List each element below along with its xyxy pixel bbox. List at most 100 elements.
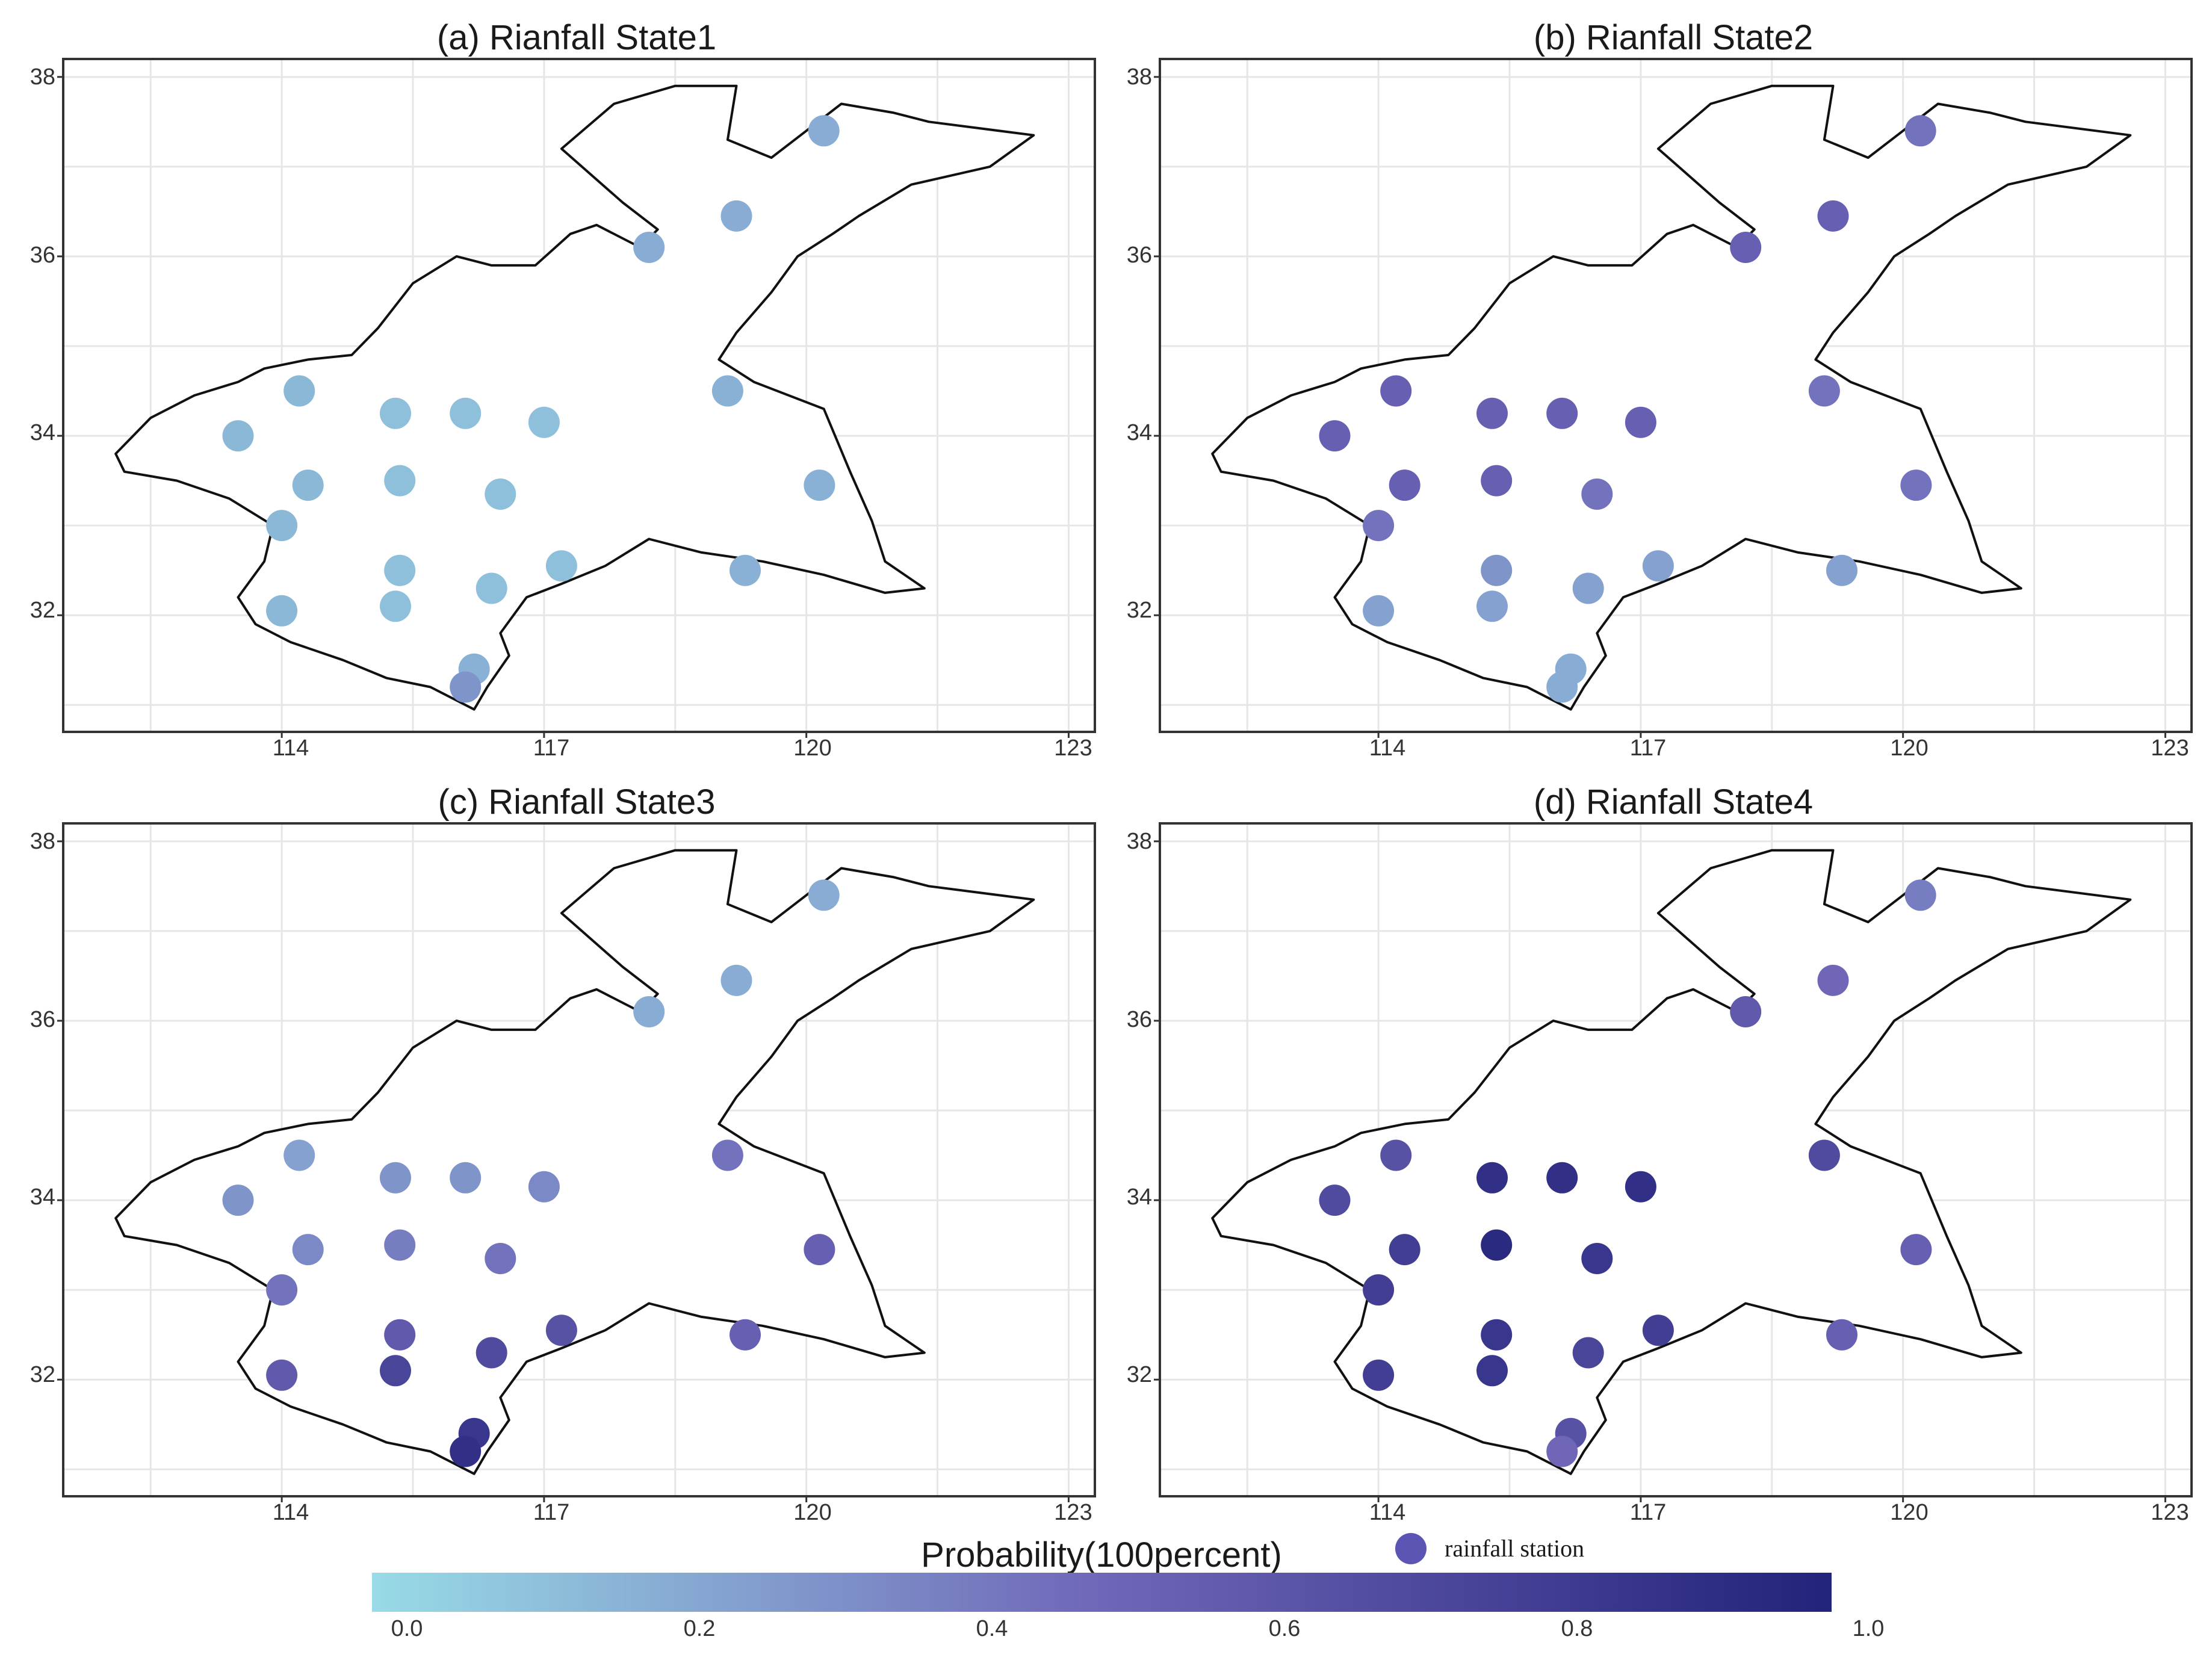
rainfall-station-point	[1363, 1359, 1395, 1391]
map-panel-a	[57, 58, 1096, 738]
legend-tick-label: 0.0	[391, 1616, 423, 1641]
ytick-label: 32	[30, 598, 55, 623]
rainfall-station-point	[222, 1184, 254, 1216]
panel-a-title: (a) Rianfall State1	[437, 18, 716, 57]
rainfall-station-point	[1476, 1355, 1508, 1387]
rainfall-station-point	[1572, 1337, 1604, 1369]
rainfall-station-point	[1476, 397, 1508, 429]
rainfall-station-point	[1808, 375, 1840, 407]
xtick-label: 114	[273, 1500, 309, 1525]
rainfall-station-point	[1730, 996, 1762, 1027]
rainfall-station-point	[266, 1274, 298, 1306]
rainfall-station-point	[1581, 1243, 1613, 1274]
rainfall-station-point	[1546, 1162, 1578, 1194]
rainfall-station-point	[1900, 1234, 1932, 1266]
rainfall-station-point	[1380, 1139, 1412, 1171]
rainfall-station-point	[222, 420, 254, 452]
rainfall-station-point	[711, 1139, 743, 1171]
rainfall-station-point	[1730, 232, 1762, 263]
rainfall-station-point	[711, 375, 743, 407]
ytick-label: 34	[30, 420, 55, 445]
xtick-label: 117	[533, 1500, 570, 1525]
rainfall-station-point	[380, 590, 411, 622]
rainfall-station-point	[633, 232, 665, 263]
panel-c-title: (c) Rianfall State3	[438, 782, 716, 822]
rainfall-station-point	[384, 465, 416, 497]
xtick-label: 123	[1054, 735, 1092, 761]
map-panel-d	[1154, 822, 2193, 1502]
legend-tick-label: 0.4	[976, 1616, 1008, 1641]
xtick-label: 123	[2151, 735, 2189, 761]
rainfall-station-point	[1817, 964, 1849, 996]
rainfall-station-point	[633, 996, 665, 1027]
ytick-label: 38	[30, 829, 55, 854]
rainfall-station-point	[720, 200, 752, 232]
study-region-outline	[114, 849, 1035, 1475]
rainfall-station-point	[485, 1243, 516, 1274]
rainfall-station-point	[1380, 375, 1412, 407]
map-panel-b	[1154, 58, 2193, 738]
xtick-label: 117	[533, 735, 570, 761]
ytick-label: 36	[30, 243, 55, 268]
rainfall-station-point	[1363, 595, 1395, 627]
rainfall-station-point	[1481, 1319, 1513, 1351]
ytick-label: 34	[1127, 420, 1152, 445]
rainfall-station-point	[1319, 420, 1351, 452]
rainfall-station-point	[380, 1355, 411, 1387]
legend-tick-label: 1.0	[1853, 1616, 1885, 1641]
rainfall-station-point	[528, 406, 560, 438]
rainfall-station-point	[1625, 406, 1656, 438]
xtick-label: 114	[1369, 735, 1406, 761]
rainfall-station-point	[720, 964, 752, 996]
rainfall-station-point	[804, 469, 835, 501]
xtick-label: 117	[1630, 1500, 1667, 1525]
legend-tick-label: 0.8	[1561, 1616, 1593, 1641]
xtick-label: 120	[1890, 1500, 1928, 1525]
rainfall-station-point	[450, 671, 482, 703]
rainfall-station-point	[266, 595, 298, 627]
panel-d-title: (d) Rianfall State4	[1534, 782, 1813, 822]
xtick-label: 120	[793, 735, 831, 761]
rainfall-station-point	[804, 1234, 835, 1266]
rainfall-station-point	[1389, 1234, 1420, 1266]
legend-tick-label: 0.6	[1269, 1616, 1301, 1641]
ytick-label: 32	[1127, 1362, 1152, 1387]
panel-frame	[62, 822, 1096, 1497]
ytick-label: 36	[30, 1007, 55, 1032]
ytick-label: 32	[1127, 598, 1152, 623]
rainfall-station-point	[384, 1229, 416, 1261]
ytick-label: 34	[30, 1184, 55, 1210]
rainfall-station-point	[266, 510, 298, 542]
rainfall-station-point	[730, 554, 761, 586]
rainfall-station-point	[1625, 1171, 1656, 1203]
rainfall-station-point	[1363, 1274, 1395, 1306]
rainfall-station-point	[1904, 879, 1936, 911]
legend-station-marker	[1395, 1533, 1427, 1564]
ytick-label: 36	[1127, 1007, 1152, 1032]
rainfall-station-point	[730, 1319, 761, 1351]
rainfall-station-point	[1642, 1315, 1674, 1346]
rainfall-station-point	[450, 1435, 482, 1467]
rainfall-station-point	[283, 375, 315, 407]
xtick-label: 120	[1890, 735, 1928, 761]
rainfall-station-point	[545, 1315, 577, 1346]
panel-b-title: (b) Rianfall State2	[1534, 18, 1813, 57]
rainfall-station-point	[1546, 1435, 1578, 1467]
ytick-label: 38	[1127, 829, 1152, 854]
legend-colorbar	[372, 1573, 1832, 1612]
rainfall-station-point	[808, 879, 840, 911]
rainfall-station-point	[808, 115, 840, 147]
rainfall-station-point	[1904, 115, 1936, 147]
rainfall-station-point	[1826, 554, 1857, 586]
rainfall-station-point	[1546, 671, 1578, 703]
rainfall-station-point	[1900, 469, 1932, 501]
legend-title: Probability(100percent)	[921, 1535, 1282, 1575]
rainfall-station-point	[1319, 1184, 1351, 1216]
xtick-label: 117	[1630, 735, 1667, 761]
rainfall-station-point	[380, 1162, 411, 1194]
rainfall-station-point	[380, 397, 411, 429]
xtick-label: 123	[1054, 1500, 1092, 1525]
xtick-label: 114	[1369, 1500, 1406, 1525]
rainfall-station-point	[1363, 510, 1395, 542]
